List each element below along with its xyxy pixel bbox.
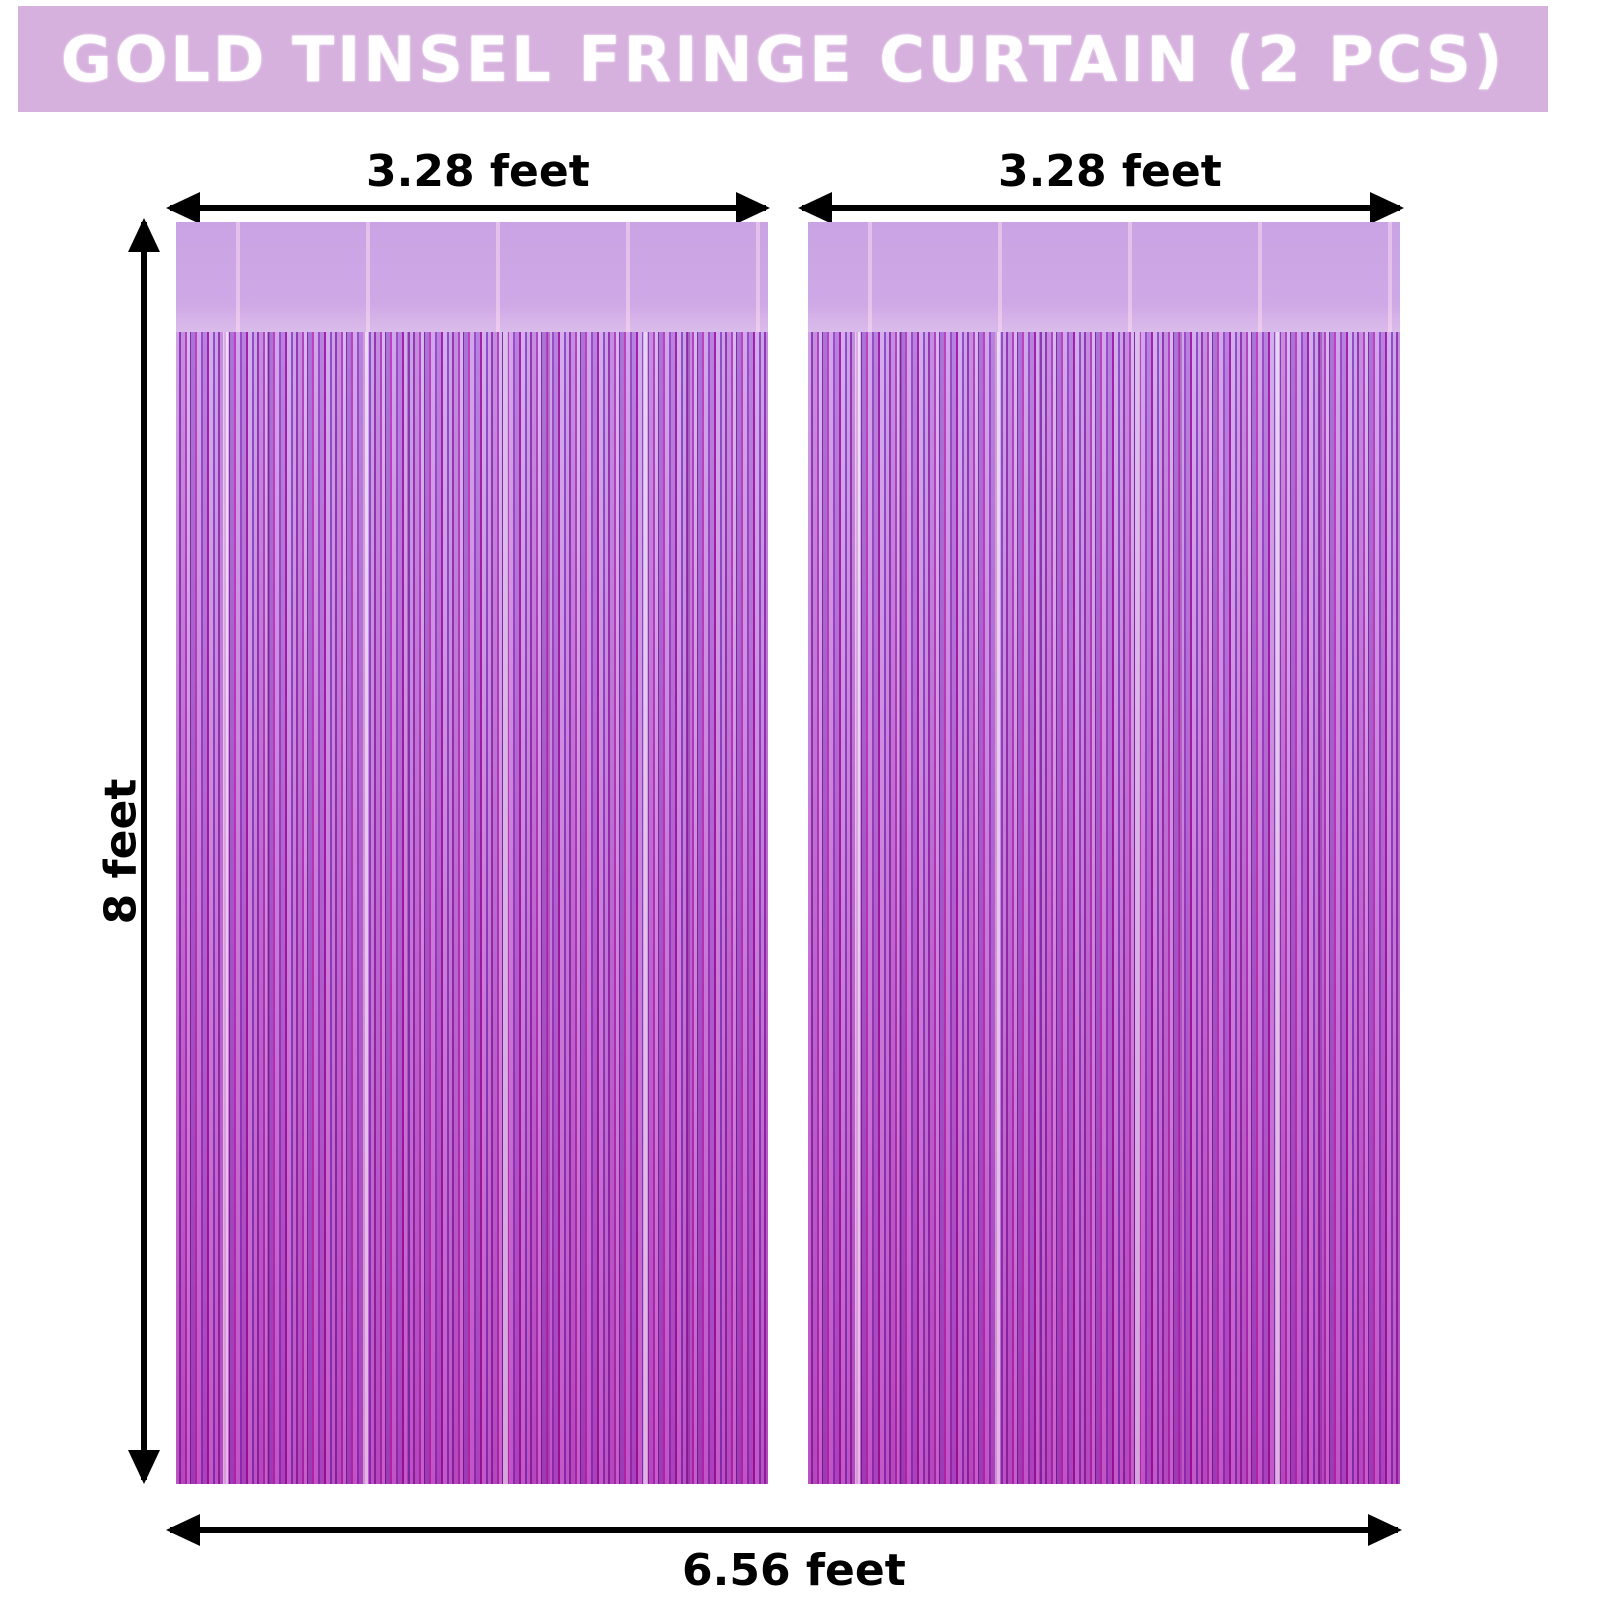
height-label: 8 feet <box>95 778 147 925</box>
right-width-label: 3.28 feet <box>998 146 1222 197</box>
title-banner: Gold Tinsel Fringe Curtain (2 PCS) <box>18 6 1548 112</box>
left-width-arrow-icon <box>166 192 770 224</box>
banner-title: Gold Tinsel Fringe Curtain (2 PCS) <box>60 22 1506 96</box>
height-arrow-icon <box>128 218 160 1484</box>
total-width-arrow-icon <box>166 1514 1402 1546</box>
left-width-label: 3.28 feet <box>366 146 590 197</box>
curtain-right <box>808 222 1400 1484</box>
right-width-arrow-icon <box>798 192 1404 224</box>
curtain-left <box>176 222 768 1484</box>
total-width-label: 6.56 feet <box>682 1545 906 1596</box>
curtain-right-fringe <box>808 332 1400 1484</box>
curtain-left-fringe <box>176 332 768 1484</box>
